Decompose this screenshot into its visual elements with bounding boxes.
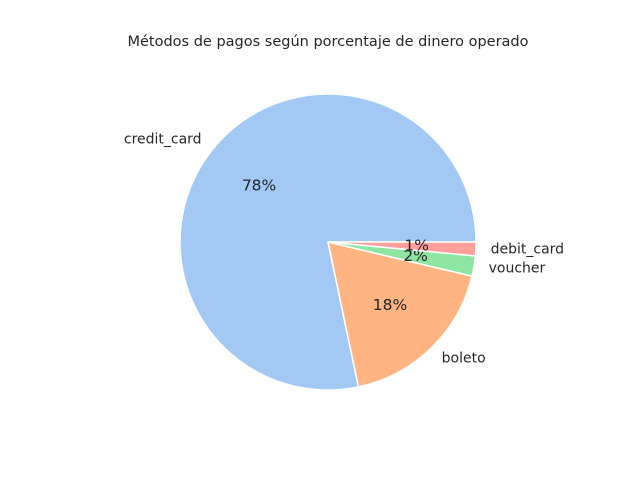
pct-label-boleto: 18% bbox=[373, 296, 407, 314]
pct-label-credit-card: 78% bbox=[242, 177, 276, 195]
chart-title: Métodos de pagos según porcentaje de din… bbox=[127, 34, 529, 50]
slice-label-voucher: voucher bbox=[489, 260, 546, 276]
pie-slice-boleto bbox=[327, 241, 473, 388]
slice-label-boleto: boleto bbox=[442, 351, 486, 367]
pie-slice-debit-card bbox=[327, 241, 477, 257]
slice-label-debit-card: debit_card bbox=[491, 242, 564, 258]
pct-label-debit-card: 1% bbox=[404, 237, 429, 255]
slice-label-credit-card: credit_card bbox=[124, 131, 202, 147]
